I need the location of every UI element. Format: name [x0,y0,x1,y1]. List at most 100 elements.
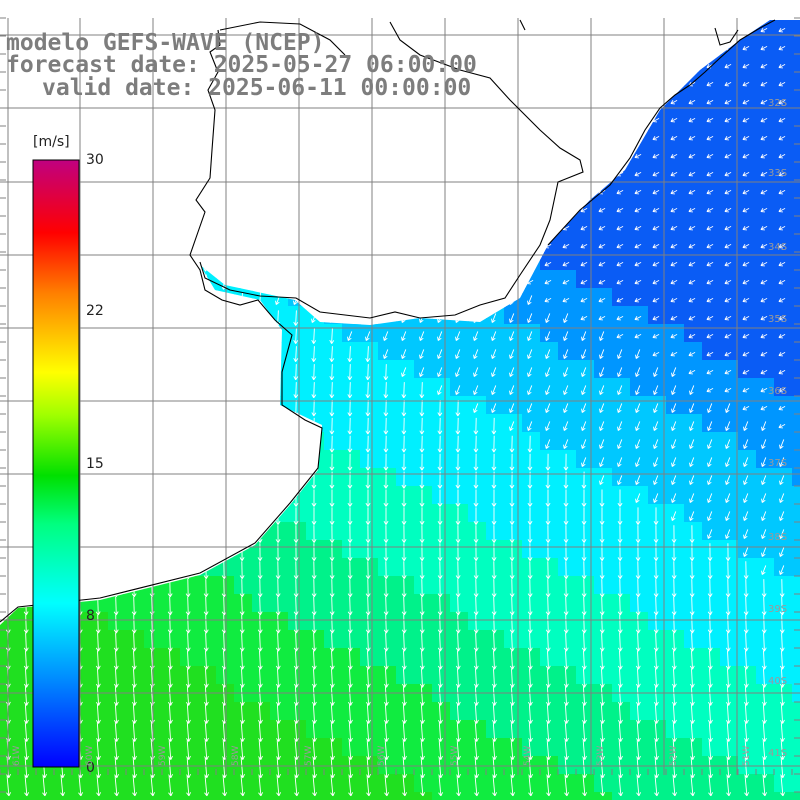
wind-cell [720,666,739,685]
wind-arrow [599,650,605,670]
wind-cell [378,162,397,181]
wind-arrow [347,453,353,471]
wind-arrow [653,439,659,449]
wind-arrow [617,686,623,706]
wind-arrow [346,117,354,123]
wind-arrow [598,279,606,285]
wind-arrow [347,632,353,652]
wind-cell [630,774,649,793]
wind-arrow [652,243,660,249]
wind-cell [144,774,163,793]
wind-cell [738,756,757,775]
wind-arrow [690,776,696,797]
wind-arrow [23,382,29,399]
wind-arrow [689,493,695,503]
wind-arrow [689,543,695,562]
wind-cell [504,774,523,793]
wind-cell [306,486,325,505]
wind-arrow [59,151,65,161]
wind-arrow [689,385,695,395]
wind-arrow [472,153,480,159]
wind-cell [90,558,109,577]
wind-arrow [310,135,318,141]
wind-arrow [311,686,317,706]
wind-arrow [418,225,426,231]
wind-cell [522,612,541,631]
wind-arrow [778,117,786,123]
wind-cell [198,468,217,487]
wind-arrow [23,704,29,724]
wind-arrow [562,189,570,195]
wind-arrow [383,543,389,562]
wind-arrow [240,758,246,779]
wind-arrow [275,223,281,233]
wind-arrow [113,115,119,125]
wind-cell [108,378,127,397]
wind-cell [702,252,721,271]
wind-cell [720,270,739,289]
wind-cell [432,540,451,559]
wind-cell [234,144,253,163]
wind-arrow [185,704,191,724]
wind-arrow [418,45,426,51]
wind-arrow [347,331,353,341]
wind-arrow [779,439,785,449]
wind-arrow [491,277,497,287]
wind-cell [504,540,523,559]
wind-arrow [544,45,552,51]
wind-cell [234,612,253,631]
wind-arrow [23,453,29,471]
wind-arrow [419,295,425,305]
wind-cell [342,342,361,361]
wind-cell [684,540,703,559]
wind-arrow [635,367,641,377]
wind-cell [306,558,325,577]
wind-cell [720,54,739,73]
wind-cell [198,396,217,415]
wind-arrow [257,241,263,251]
wind-arrow [185,650,191,670]
wind-cell [576,288,595,307]
wind-cell [522,576,541,595]
wind-arrow [131,346,137,363]
wind-arrow [670,333,678,339]
wind-arrow [490,261,498,267]
wind-cell [396,288,415,307]
wind-arrow [491,385,497,395]
wind-arrow [113,310,119,326]
wind-cell [270,162,289,181]
wind-arrow [275,151,281,161]
wind-cell [468,216,487,235]
wind-arrow [508,45,516,51]
wind-cell [756,342,775,361]
wind-cell [396,702,415,721]
wind-cell [774,576,793,595]
wind-arrow [528,740,533,760]
wind-arrow [419,579,425,598]
wind-cell [360,378,379,397]
wind-arrow [113,220,119,236]
wind-cell [756,666,775,685]
wind-cell [360,108,379,127]
wind-cell [576,720,595,739]
wind-arrow [402,776,408,797]
wind-arrow [347,241,353,251]
wind-arrow [203,382,209,399]
wind-arrow [436,135,444,141]
wind-cell [684,738,703,757]
wind-cell [306,342,325,361]
wind-arrow [689,525,695,543]
wind-cell [324,486,343,505]
wind-arrow [671,596,677,616]
wind-cell [666,594,685,613]
wind-arrow [580,153,588,159]
wind-cell [108,306,127,325]
wind-arrow [293,632,299,652]
wind-arrow [688,135,696,141]
wind-arrow [527,668,533,688]
wind-arrow [510,740,515,760]
wind-arrow [689,596,695,616]
wind-cell [576,522,595,541]
wind-arrow [113,686,119,706]
wind-cell [90,324,109,343]
